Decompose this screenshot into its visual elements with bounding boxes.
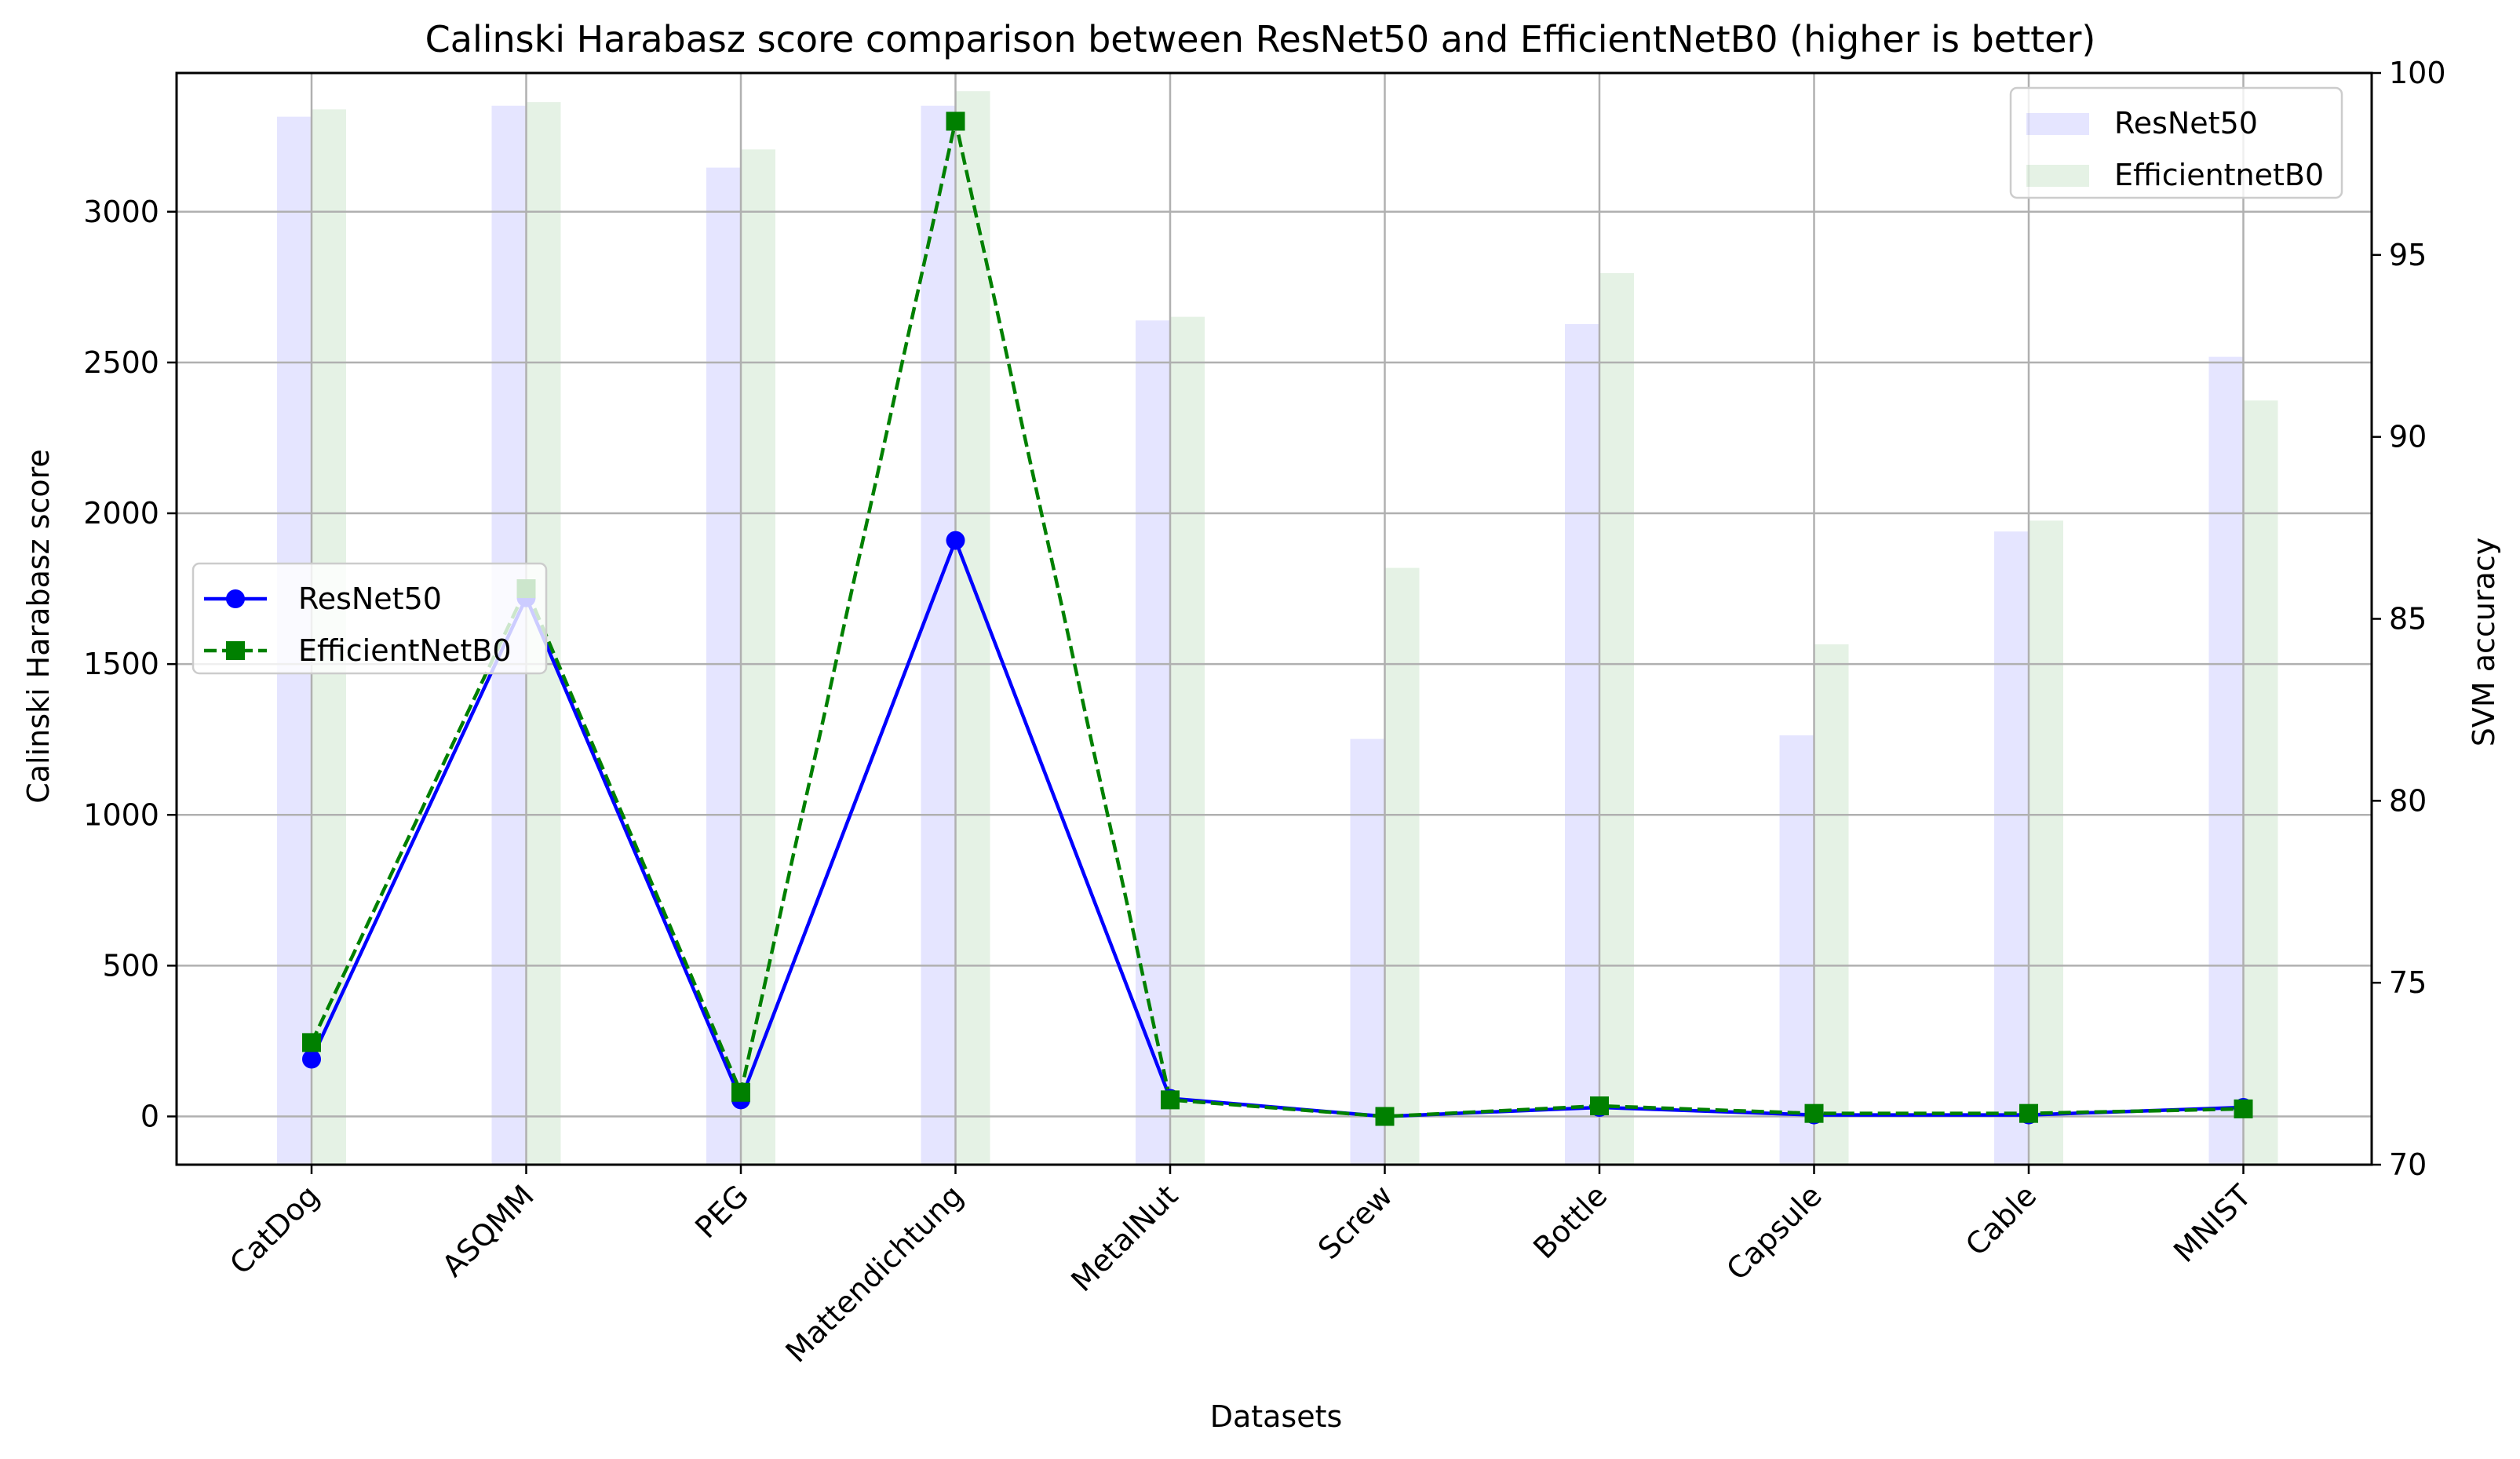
point-resnet50-mattendichtung bbox=[946, 531, 965, 550]
point-efficientnetb0-cable bbox=[2019, 1103, 2038, 1123]
legend-swatch-resnet50 bbox=[2026, 113, 2089, 135]
bar-efficientnetb0-mnist bbox=[2243, 400, 2278, 1165]
y2-tick-label: 95 bbox=[2389, 238, 2427, 272]
bar-efficientnetb0-metalnut bbox=[1170, 316, 1205, 1165]
line-efficientnetb0 bbox=[309, 120, 2244, 1118]
chart-title: Calinski Harabasz score comparison betwe… bbox=[425, 18, 2096, 60]
point-efficientnetb0-bottle bbox=[1590, 1096, 1609, 1116]
legend-lines bbox=[191, 562, 548, 675]
bar-efficientnetb0-bottle bbox=[1599, 273, 1634, 1165]
x-axis-title: Datasets bbox=[1210, 1399, 1343, 1434]
legend-label-efficientnetb0: EfficientnetB0 bbox=[2114, 158, 2324, 192]
bar-efficientnetb0-capsule bbox=[1814, 644, 1849, 1165]
bar-efficientnetb0-cable bbox=[2029, 520, 2063, 1165]
y2-tick-label: 85 bbox=[2389, 602, 2427, 636]
y-tick-label: 2500 bbox=[83, 345, 159, 380]
bar-efficientnetb0-screw bbox=[1384, 567, 1420, 1165]
bar-resnet50-mattendichtung bbox=[921, 105, 956, 1165]
y2-tick-label: 70 bbox=[2389, 1147, 2427, 1182]
bar-resnet50-capsule bbox=[1779, 735, 1814, 1165]
point-efficientnetb0-capsule bbox=[1804, 1103, 1824, 1123]
y-tick-label: 3000 bbox=[83, 195, 159, 229]
point-efficientnetb0-peg bbox=[731, 1082, 750, 1102]
point-efficientnetb0-metalnut bbox=[1161, 1090, 1180, 1110]
bar-resnet50-bottle bbox=[1565, 323, 1599, 1165]
y-axis-title: Calinski Harabasz score bbox=[21, 449, 56, 804]
legend-label-resnet50: ResNet50 bbox=[2114, 106, 2258, 140]
legend-marker-efficientnetb0 bbox=[226, 641, 245, 660]
y-tick-label: 2000 bbox=[83, 496, 159, 531]
y-tick-label: 500 bbox=[102, 948, 159, 983]
bar-efficientnetb0-mattendichtung bbox=[955, 91, 990, 1165]
plot-area: 050010001500200025003000707580859095100C… bbox=[83, 56, 2445, 1370]
y-tick-label: 1500 bbox=[83, 647, 159, 681]
point-resnet50-catdog bbox=[302, 1049, 321, 1069]
y2-tick-label: 90 bbox=[2389, 420, 2427, 454]
y2-tick-label: 100 bbox=[2389, 56, 2446, 90]
y-tick-label: 1000 bbox=[83, 797, 159, 832]
point-efficientnetb0-catdog bbox=[302, 1033, 321, 1052]
bar-resnet50-cable bbox=[1994, 531, 2029, 1165]
legend-marker-resnet50 bbox=[226, 589, 245, 608]
bar-resnet50-peg bbox=[706, 167, 741, 1165]
bar-resnet50-metalnut bbox=[1136, 320, 1170, 1165]
legend-label-efficientnetb0: EfficientNetB0 bbox=[298, 633, 512, 668]
y-tick-label: 0 bbox=[140, 1100, 159, 1134]
legend-bars bbox=[2009, 86, 2343, 199]
y2-tick-label: 80 bbox=[2389, 783, 2427, 818]
point-efficientnetb0-mnist bbox=[2234, 1099, 2253, 1118]
legend-label-resnet50: ResNet50 bbox=[298, 582, 442, 616]
bar-resnet50-mnist bbox=[2208, 356, 2244, 1165]
point-efficientnetb0-mattendichtung bbox=[946, 111, 965, 131]
point-efficientnetb0-screw bbox=[1375, 1107, 1395, 1126]
bar-resnet50-screw bbox=[1350, 739, 1385, 1165]
bar-efficientnetb0-peg bbox=[741, 149, 775, 1165]
y2-axis-title: SVM accuracy bbox=[2467, 538, 2501, 746]
legend-swatch-efficientnetb0 bbox=[2026, 165, 2089, 187]
y2-tick-label: 75 bbox=[2389, 965, 2427, 1000]
